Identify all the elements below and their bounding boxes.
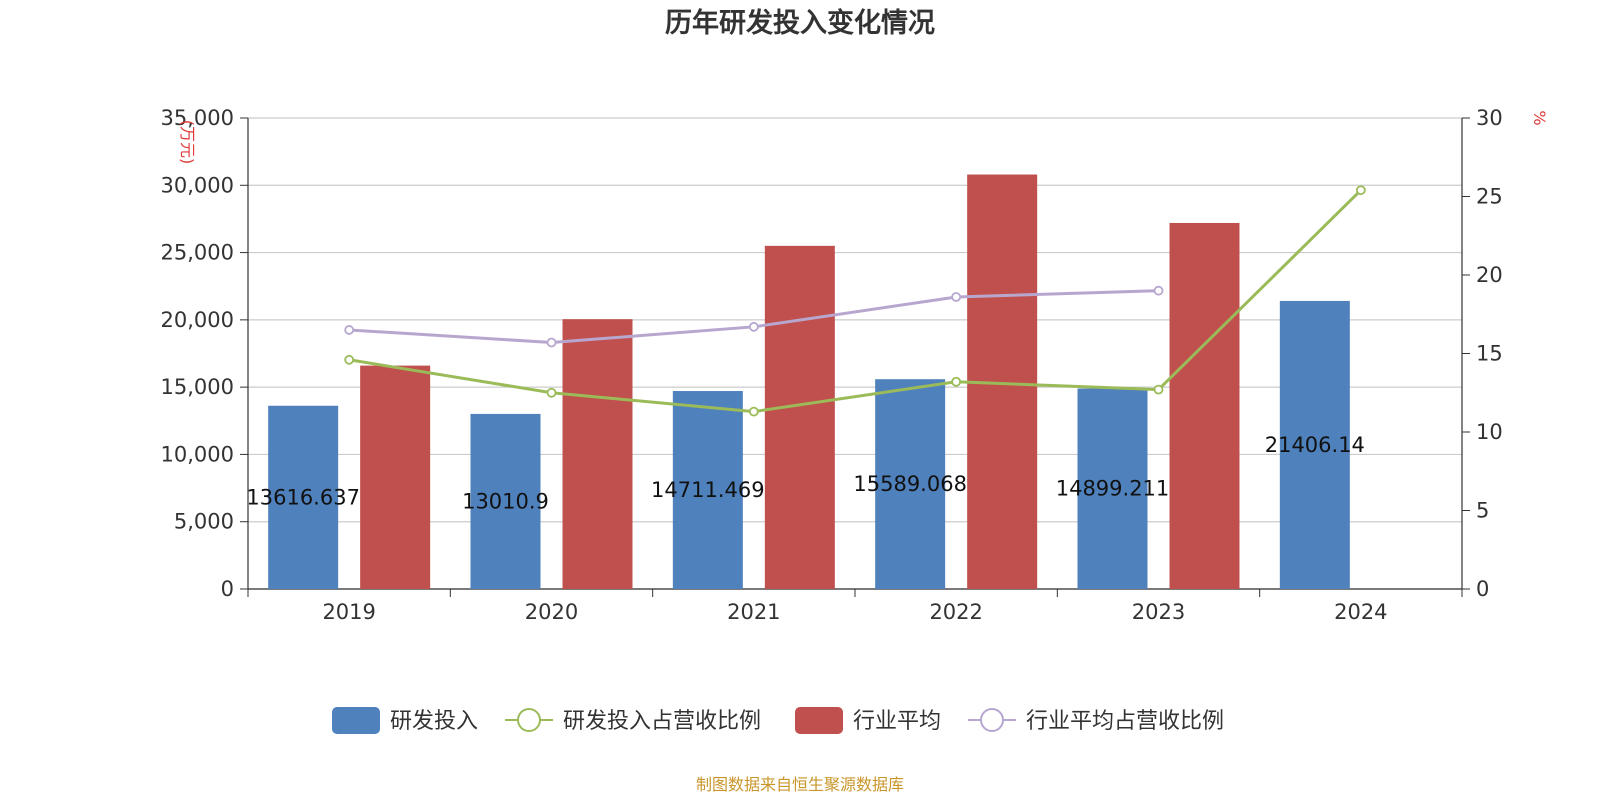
x-tick-label: 2024 — [1334, 600, 1387, 624]
x-tick-label: 2022 — [929, 600, 982, 624]
bar-data-label: 14899.211 — [1056, 477, 1170, 501]
line-point — [951, 376, 962, 387]
data-labels: 13616.637 13010.9 14711.469 15589.068 14899.… — [246, 433, 1365, 513]
line-point — [546, 387, 557, 398]
legend-item[interactable]: 行业平均 — [795, 707, 941, 734]
legend-label: 研发投入 — [390, 709, 478, 734]
bar-研发投入 — [672, 391, 743, 589]
legend-item[interactable]: 研发投入占营收比例 — [505, 708, 761, 734]
legend-label: 行业平均占营收比例 — [1026, 709, 1224, 734]
bar-研发投入 — [1279, 300, 1350, 589]
y-right-tick-label: 10 — [1476, 420, 1503, 444]
y-left-tick-label: 25,000 — [161, 241, 234, 265]
y-left-tick-label: 20,000 — [161, 308, 234, 332]
line-研发投入占营收比例 — [348, 189, 1362, 414]
legend-label: 研发投入占营收比例 — [563, 709, 761, 734]
legend-swatch-point — [517, 708, 541, 732]
line-point — [344, 354, 355, 365]
axes: 0 5,000 10,000 15,000 20,000 25,000 30,000 35,0… — [161, 106, 1549, 624]
y-left-tick-label: 10,000 — [161, 442, 234, 466]
line-point — [546, 337, 557, 348]
bars — [268, 174, 1350, 590]
line-point — [1153, 285, 1164, 296]
y-right-tick-label: 30 — [1476, 106, 1503, 130]
line-point — [1153, 384, 1164, 395]
x-tick-label: 2023 — [1132, 600, 1185, 624]
bar-data-label: 15589.068 — [853, 472, 967, 496]
bar-行业平均 — [1169, 222, 1240, 590]
legend-swatch-bar — [332, 707, 380, 734]
bar-data-label: 21406.14 — [1265, 433, 1365, 457]
source-note: 制图数据来自恒生聚源数据库 — [696, 775, 904, 794]
x-tick-label: 2019 — [322, 600, 375, 624]
y-right-tick-label: 15 — [1476, 342, 1503, 366]
y-right-tick-label: 20 — [1476, 263, 1503, 287]
bar-data-label: 14711.469 — [651, 478, 765, 502]
y-right-unit: % — [1530, 110, 1549, 125]
bar-data-label: 13010.9 — [462, 489, 549, 513]
legend-item[interactable]: 行业平均占营收比例 — [968, 708, 1224, 734]
bar-研发投入 — [268, 405, 339, 589]
y-left-tick-label: 35,000 — [161, 106, 234, 130]
legend-item[interactable]: 研发投入 — [332, 707, 478, 734]
legend-swatch-point — [980, 708, 1004, 732]
grid-lines — [248, 117, 1462, 590]
legend-label: 行业平均 — [853, 709, 941, 734]
line-point — [344, 325, 355, 335]
line-point — [951, 292, 962, 302]
x-tick-label: 2020 — [525, 600, 578, 624]
bar-行业平均 — [562, 319, 633, 589]
y-right-tick-label: 5 — [1476, 499, 1489, 523]
bar-data-label: 13616.637 — [246, 485, 360, 509]
x-tick-label: 2021 — [727, 600, 780, 624]
legend-swatch-bar — [795, 707, 843, 734]
bar-研发投入 — [470, 413, 541, 589]
bar-行业平均 — [764, 245, 835, 590]
legend[interactable]: 研发投入 研发投入占营收比例 行业平均 行业平均占营收比例 — [332, 707, 1224, 734]
y-left-tick-label: 0 — [221, 577, 234, 601]
y-right-tick-label: 0 — [1476, 577, 1489, 601]
y-right-tick-label: 25 — [1476, 185, 1503, 209]
bar-行业平均 — [360, 365, 431, 589]
bar-研发投入 — [875, 379, 946, 589]
line-point — [748, 321, 759, 332]
y-left-tick-label: 15,000 — [161, 375, 234, 399]
y-left-unit: (万元) — [178, 120, 197, 165]
chart-title: 历年研发投入变化情况 — [665, 7, 935, 39]
y-left-tick-label: 5,000 — [174, 510, 234, 534]
lines — [344, 185, 1366, 417]
y-left-tick-label: 30,000 — [161, 173, 234, 197]
line-point — [748, 406, 759, 417]
line-point — [1355, 185, 1366, 196]
bar-研发投入 — [1077, 388, 1148, 589]
